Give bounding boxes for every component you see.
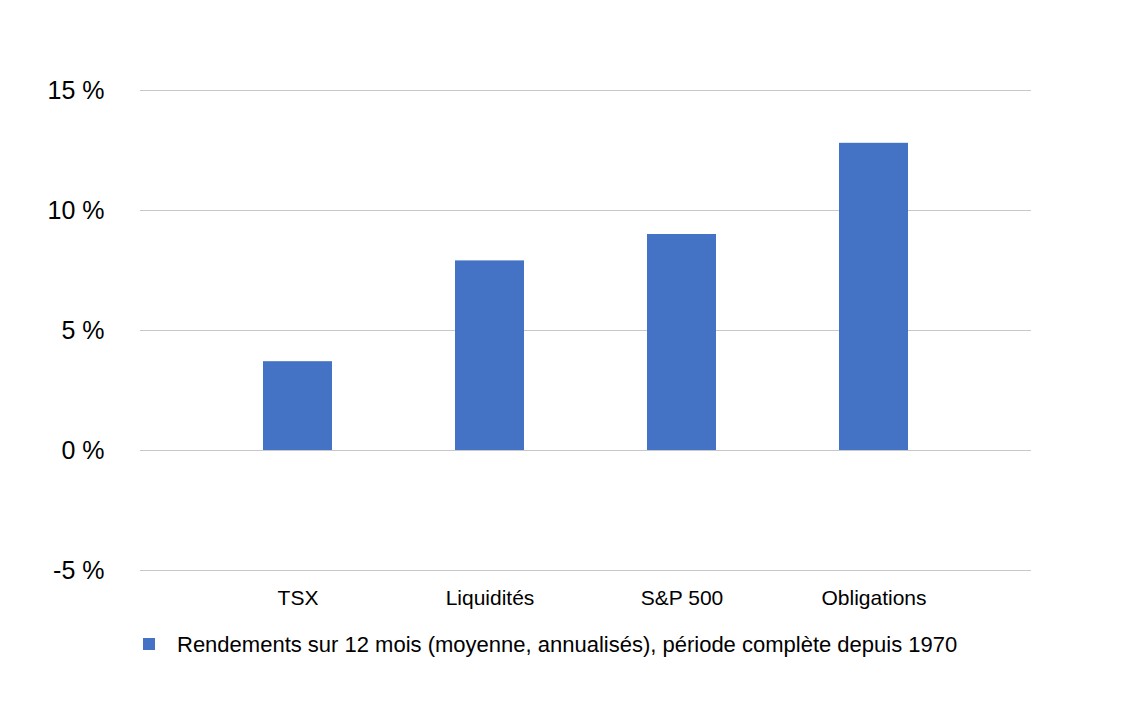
svg-text:TSX: TSX [278,586,319,609]
html-text:Rendements sur 12 mois (moyenn: Rendements sur 12 mois (moyenne, annuali… [177,632,958,657]
svg-text:-5 %: -5 % [53,556,104,584]
svg-text:5 %: 5 % [61,316,104,344]
svg-text:10 %: 10 % [48,196,105,224]
svg-text:Liquidités: Liquidités [446,586,535,609]
svg-text:0 %: 0 % [61,436,104,464]
svg-text:15 %: 15 % [48,76,105,104]
svg-text:Obligations: Obligations [821,586,926,609]
svg-text:S&P 500: S&P 500 [641,586,724,609]
